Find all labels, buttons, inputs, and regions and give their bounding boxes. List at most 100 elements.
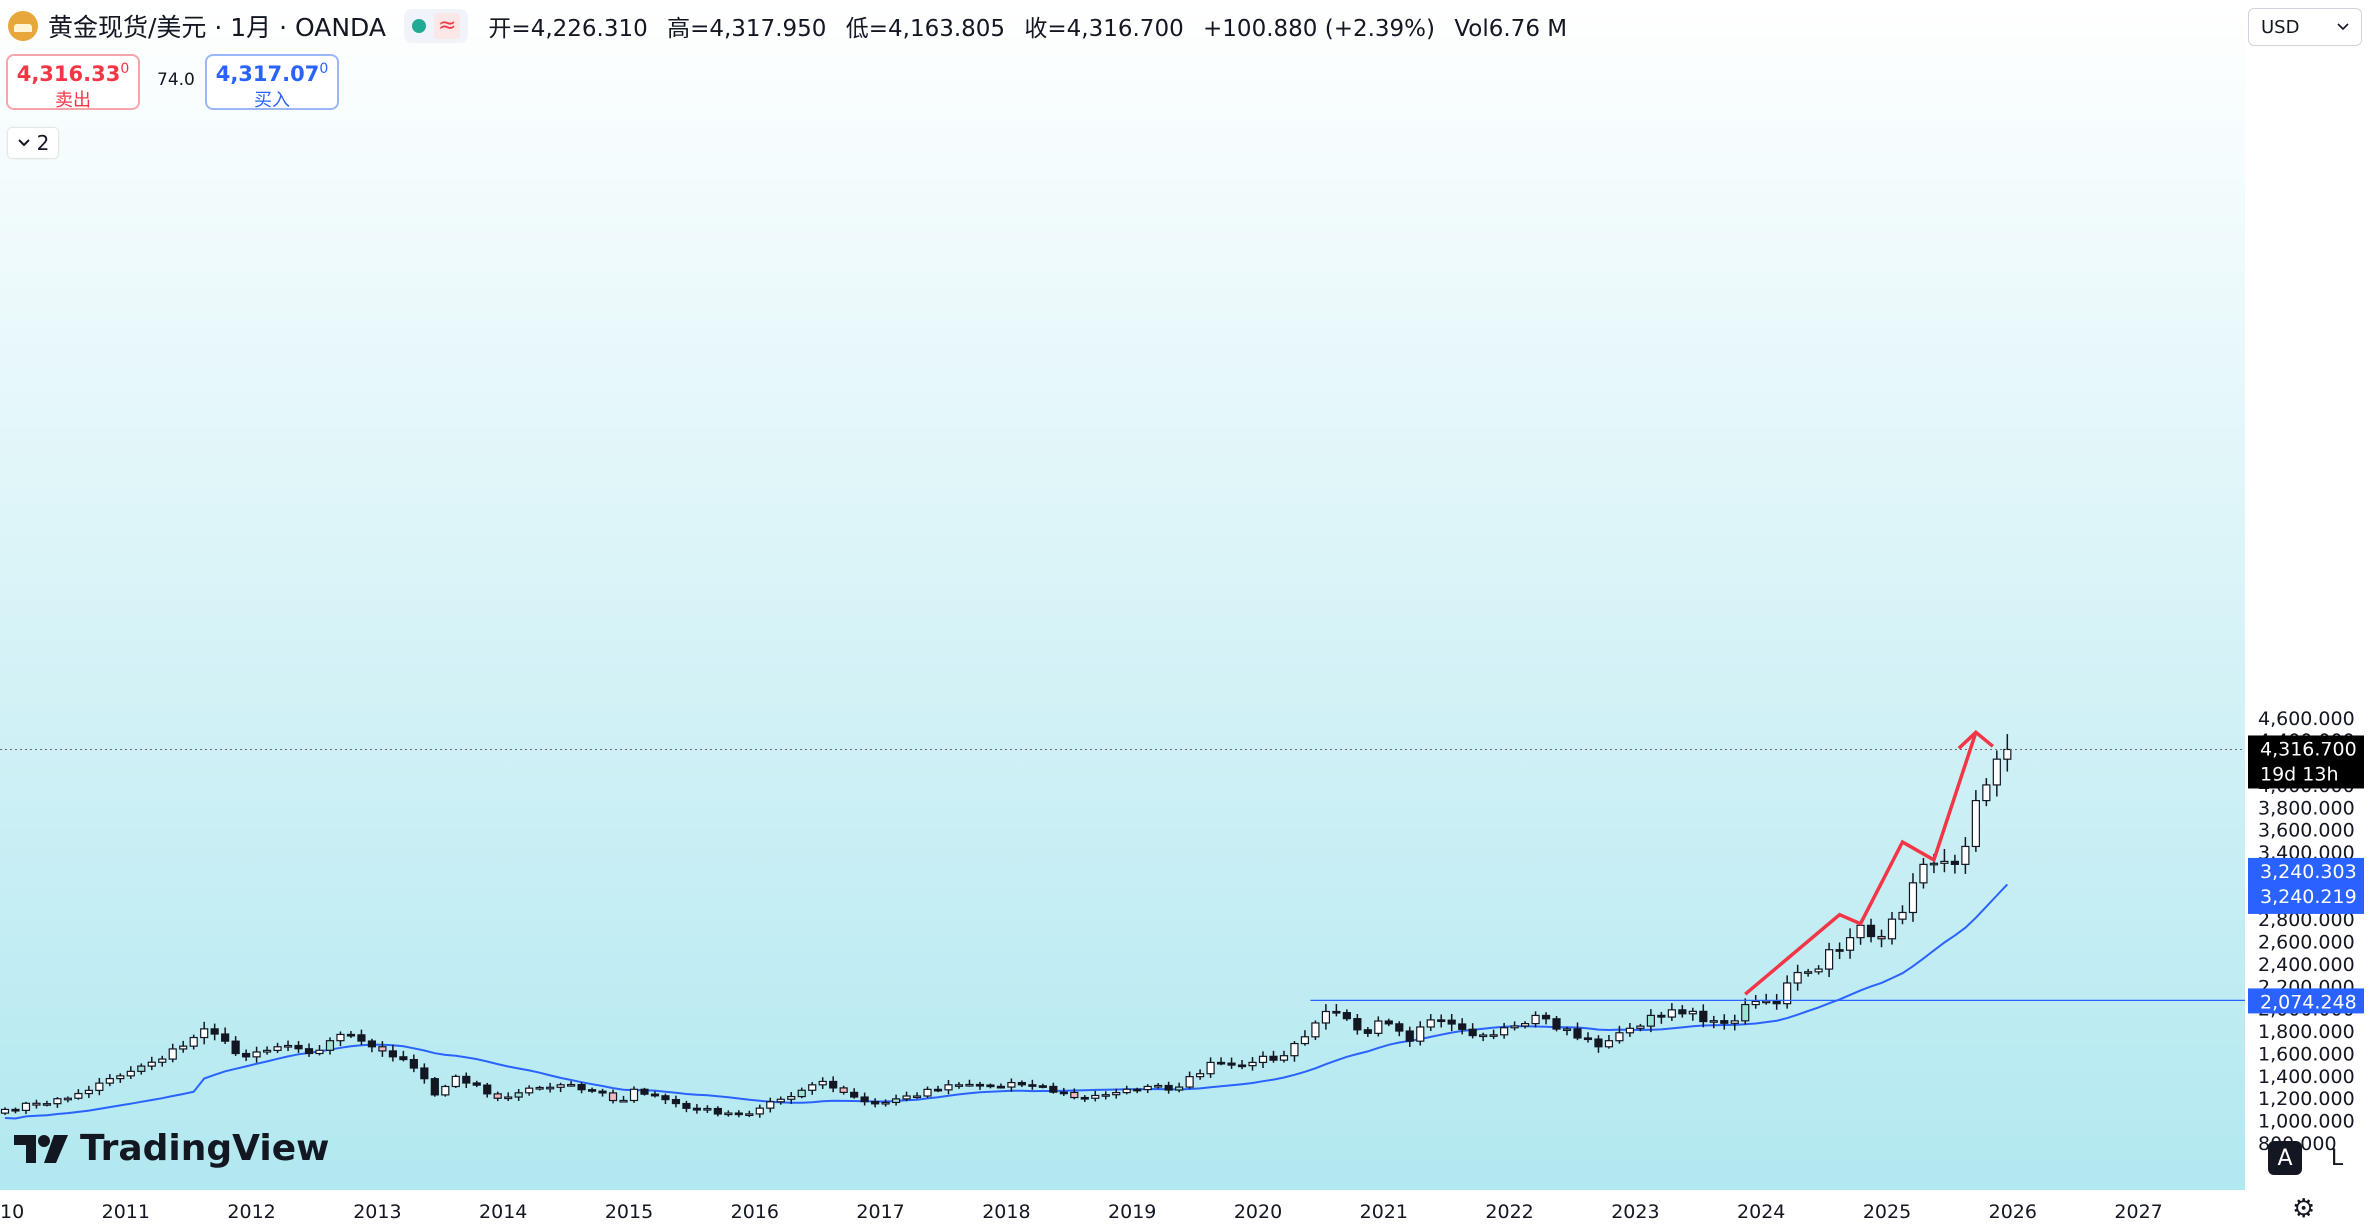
candle-body (483, 1084, 492, 1095)
candle-body (1112, 1092, 1121, 1096)
candle-body (1887, 918, 1897, 940)
candle-body (566, 1083, 576, 1087)
buy-label: 买入 (254, 90, 290, 111)
candle-body (535, 1086, 544, 1090)
symbol-header: 黄金现货/美元 · 1月 · OANDA ≈ 开=4,226.310 高=4,3… (0, 0, 1579, 52)
market-status-pill[interactable]: ≈ (403, 9, 469, 43)
y-tick-label: 3,600.000 (2258, 820, 2355, 842)
candle-body (105, 1077, 114, 1084)
x-tick-label: 2014 (479, 1201, 527, 1223)
candle-body (1646, 1014, 1655, 1027)
x-tick-label: 2015 (605, 1201, 653, 1223)
candle-body (1793, 971, 1802, 984)
indicator-collapse-button[interactable]: 2 (8, 128, 58, 158)
low-label: 低= (845, 16, 888, 42)
candle-body (1384, 1020, 1393, 1025)
candle-body (1573, 1028, 1582, 1039)
candle-body (1688, 1010, 1697, 1015)
buy-button[interactable]: 4,317.070 买入 (205, 54, 339, 111)
annotation-arrow[interactable] (1744, 729, 1994, 996)
x-tick-label: 2022 (1485, 1201, 1533, 1223)
candle-body (84, 1089, 93, 1095)
candle-body (1363, 1029, 1372, 1034)
candle-body (1195, 1073, 1205, 1078)
candle-body (1416, 1026, 1425, 1042)
close-label: 收= (1024, 16, 1067, 42)
candle-body (1908, 882, 1918, 914)
candle-body (147, 1061, 156, 1067)
candle-body (1458, 1023, 1467, 1030)
candle-body (1300, 1036, 1310, 1045)
candle-body (336, 1033, 345, 1042)
candle-body (692, 1107, 702, 1111)
candle-body (850, 1091, 859, 1098)
high-value: 4,317.950 (709, 16, 827, 42)
candle-body (1017, 1081, 1026, 1086)
symbol-title[interactable]: 黄金现货/美元 · 1月 · OANDA (48, 13, 386, 42)
sell-price: 4,316.33 (16, 62, 121, 86)
settings-gear-icon[interactable]: ⚙ (2292, 1194, 2316, 1224)
candle-body (1814, 968, 1823, 973)
candle-body (1772, 1000, 1781, 1005)
candle-body (200, 1028, 209, 1039)
close-value: 4,316.700 (1066, 16, 1184, 42)
candle-body (1426, 1019, 1435, 1028)
candle-body (504, 1096, 513, 1100)
candle-body (1919, 863, 1928, 884)
candle-body (367, 1040, 377, 1048)
candle-body (902, 1095, 911, 1100)
y-tick-label: 4,600.000 (2258, 708, 2355, 730)
candle-body (1321, 1010, 1331, 1024)
candle-body (1804, 971, 1813, 974)
high-label: 高= (667, 16, 710, 42)
candle-body (53, 1098, 62, 1105)
candle-body (1395, 1023, 1404, 1032)
auto-scale-button[interactable]: A (2268, 1141, 2302, 1175)
tradingview-logo[interactable]: TradingView (14, 1128, 329, 1169)
candle-body (1154, 1084, 1163, 1088)
candle-body (671, 1098, 681, 1105)
candle-body (682, 1102, 691, 1109)
candle-body (1237, 1064, 1247, 1068)
candle-body (1468, 1028, 1477, 1037)
candle-body (1751, 1000, 1760, 1006)
time-axis[interactable]: 2010 2011 2012 2013 2014 2015 2016 2017 2018 2019… (0, 1201, 2163, 1223)
candle-body (1059, 1091, 1068, 1095)
price-axis-background (2245, 0, 2371, 1225)
price-tags: 4,316.700 19d 13h 3,240.303 3,240.219 2,074.… (2248, 735, 2364, 1014)
sell-label: 卖出 (55, 90, 91, 111)
candle-body (1856, 924, 1865, 939)
buy-price-sup: 0 (319, 61, 329, 77)
tradingview-logo-icon (14, 1134, 68, 1163)
horizontal-line-drawing[interactable] (0, 748, 2245, 1002)
currency-select[interactable]: USD (2248, 8, 2362, 46)
sell-button[interactable]: 4,316.330 卖出 (6, 54, 140, 111)
candle-body (1783, 982, 1792, 1005)
candle-body (1877, 935, 1886, 940)
candle-body (378, 1046, 387, 1052)
candle-body (252, 1051, 261, 1058)
candle-body (860, 1096, 869, 1103)
ohlc-readout: 开=4,226.310 高=4,317.950 低=4,163.805 收=4,… (488, 9, 1579, 43)
candle-body (839, 1087, 848, 1093)
candle-body (472, 1082, 481, 1086)
y-tick-label: 2,400.000 (2258, 954, 2355, 976)
candle-body (755, 1107, 764, 1115)
candle-body (1541, 1014, 1551, 1020)
candle-body (766, 1101, 775, 1109)
last-price-tag-text: 19d 13h (2260, 763, 2339, 785)
arrow-head (1957, 729, 1994, 750)
ma-value-tag-text: 3,240.303 (2260, 861, 2357, 883)
candle-body (1510, 1025, 1519, 1029)
candle-body (1091, 1094, 1100, 1099)
candle-body (619, 1099, 628, 1103)
candle-body (787, 1095, 796, 1100)
log-scale-button[interactable]: L (2330, 1145, 2344, 1171)
y-tick-label: 1,800.000 (2258, 1021, 2355, 1043)
candle-body (1405, 1030, 1414, 1042)
y-tick-label: 1,000.000 (2258, 1111, 2355, 1133)
data-delay-icon: ≈ (433, 13, 461, 39)
candle-body (1175, 1086, 1184, 1091)
y-tick-label: 1,200.000 (2258, 1088, 2355, 1110)
